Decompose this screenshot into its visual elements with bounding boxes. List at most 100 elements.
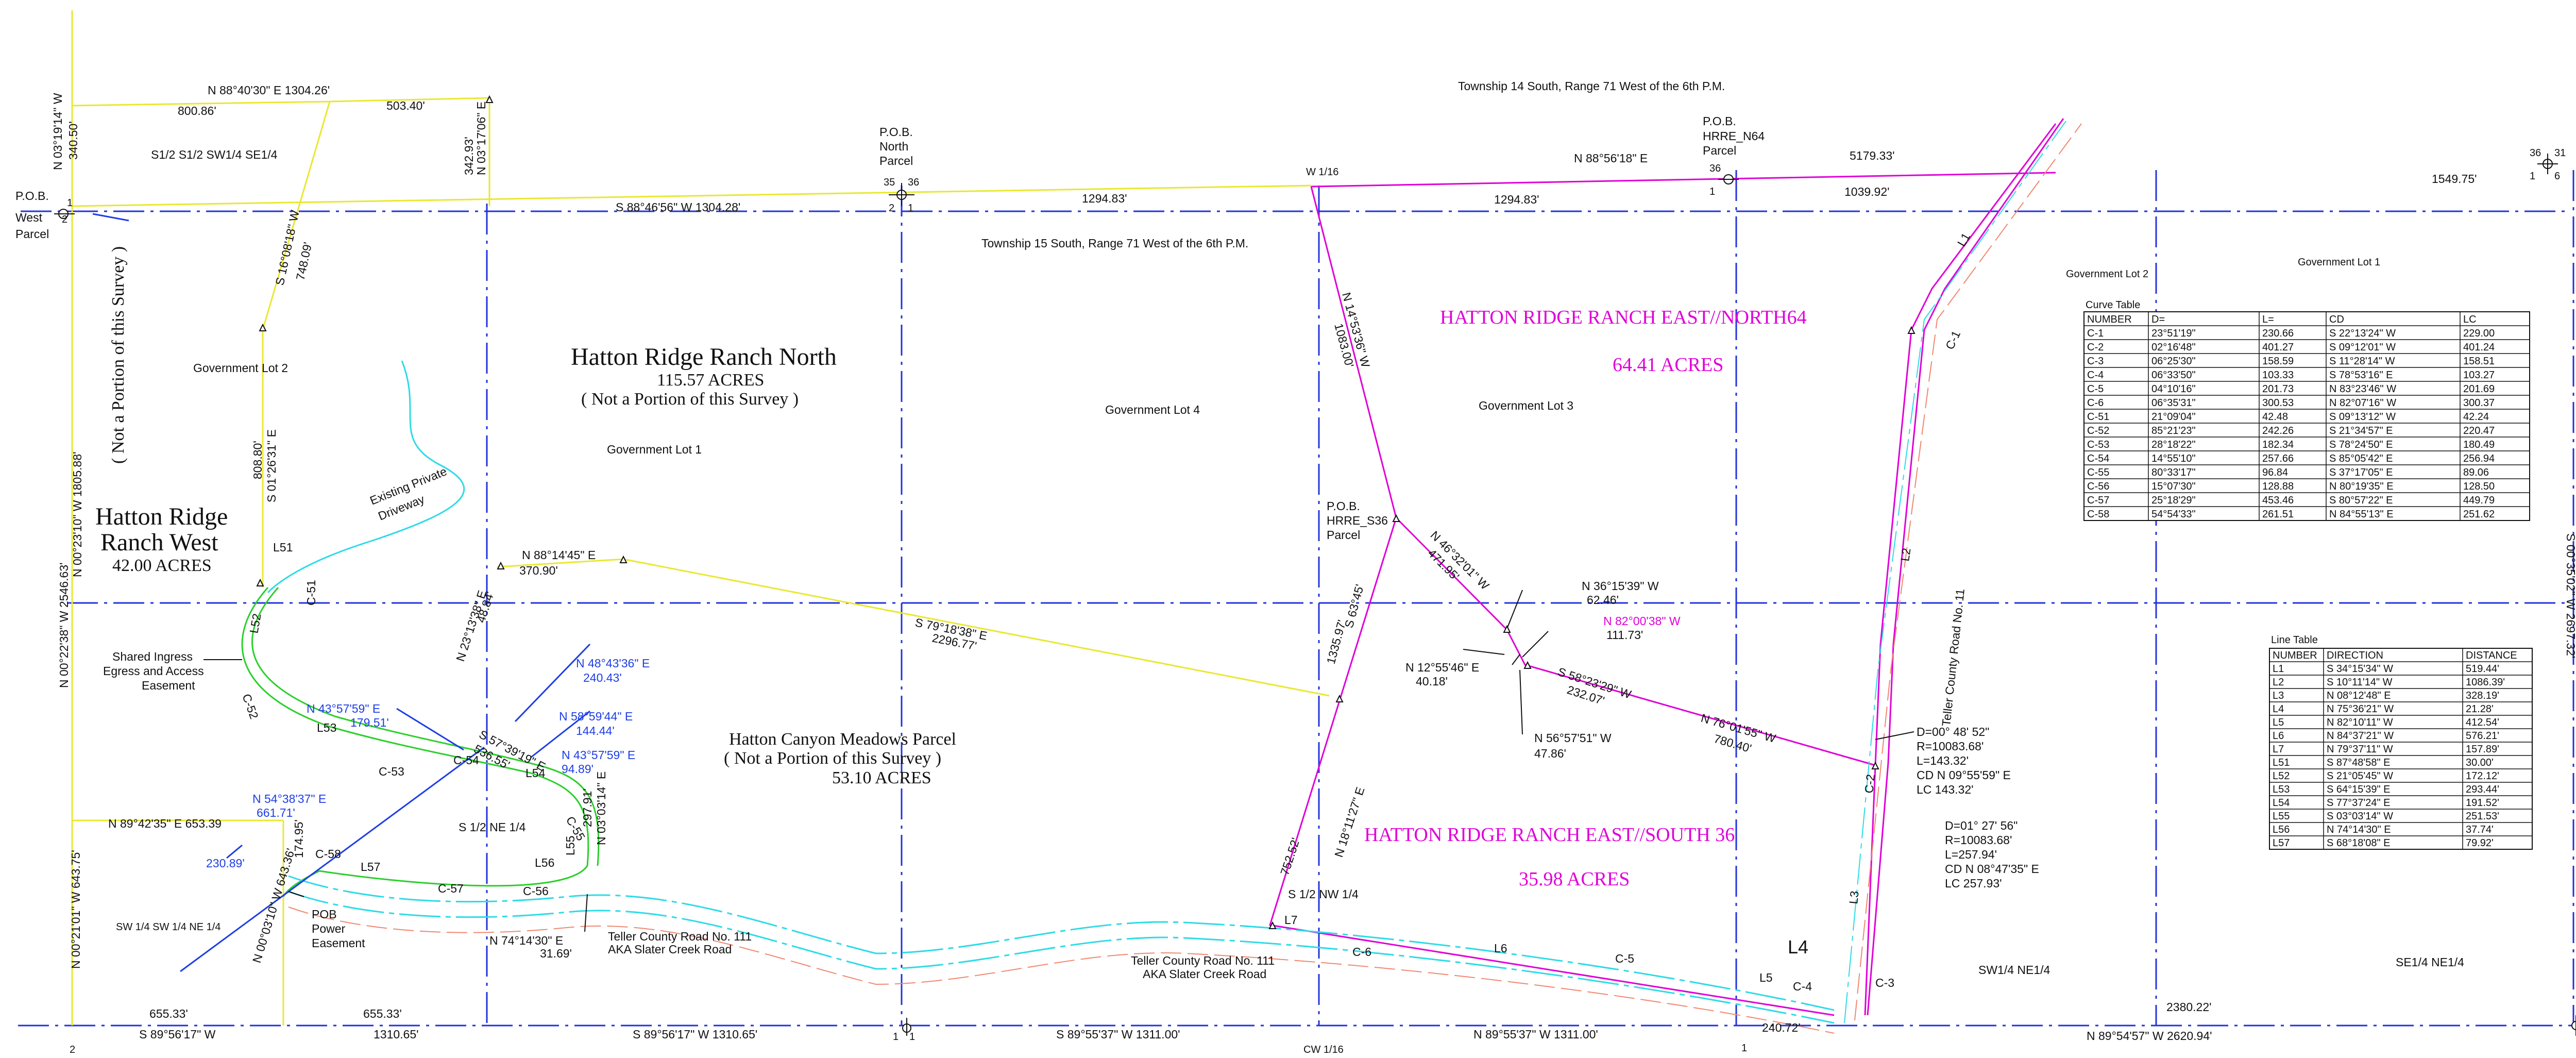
curve_table-cell: 103.27 (2463, 370, 2495, 381)
parcel-west-name-2: Ranch West (100, 529, 218, 556)
brg-n03-17d: 342.93' (462, 137, 476, 175)
line_table-cell: L55 (2273, 811, 2290, 822)
leader-lines (204, 590, 1914, 932)
corner-markers (54, 154, 2576, 1036)
brg-top-b: 800.86' (178, 104, 216, 117)
curve-note-2-e: LC 257.93' (1945, 877, 2002, 890)
township-south-label: Township 15 South, Range 71 West of the … (981, 237, 1248, 250)
curve_table-cell: S 09°12'01" W (2329, 342, 2396, 353)
line-label-l3: L3 (1846, 890, 1861, 904)
line_table-cell: 1086.39' (2466, 677, 2505, 688)
label-s12: S1/2 S1/2 SW1/4 SE1/4 (151, 148, 278, 161)
line-label-l56: L56 (535, 856, 554, 869)
parcel-canyon-acres: 53.10 ACRES (832, 768, 931, 787)
brg-n36: N 36°15'39" W (1582, 579, 1659, 593)
curve_table-cell: 453.46 (2262, 495, 2294, 506)
line_table-frame (2269, 648, 2533, 850)
line_table-cell: L53 (2273, 784, 2290, 795)
brg-n43bd: 94.89' (562, 762, 594, 776)
curve-label-c2: C-2 (1862, 774, 1877, 794)
curve_table-cell: N 84°55'13" E (2329, 509, 2394, 520)
line-label-l55: L55 (564, 836, 577, 855)
brg-n00-23: N 00°23'10" W 1805.88' (71, 451, 84, 577)
brg-bot10: N 89°54'57" W 2620.94' (2087, 1029, 2212, 1043)
curve_table-header-cell: NUMBER (2087, 314, 2132, 325)
line_table-cell: S 21°05'45" W (2327, 770, 2393, 782)
brg-bot5: S 89°56'17" W 1310.65' (633, 1028, 757, 1041)
brg-mid-c: 1294.83' (1494, 193, 1539, 206)
brg-n12d: 40.18' (1416, 675, 1448, 688)
easement-1: Shared Ingress (112, 650, 193, 663)
line_table-cell: 412.54' (2466, 717, 2499, 728)
brg-n36d: 62.46' (1587, 593, 1619, 607)
brg-n82: N 82°00'38" W (1603, 614, 1681, 628)
curve-label-c3: C-3 (1875, 976, 1894, 989)
curve_table-cell: 158.51 (2463, 356, 2495, 367)
curve_table-cell: 180.49 (2463, 439, 2495, 450)
brg-n43ad: 179.51' (350, 716, 389, 729)
line_table-header-cell: NUMBER (2273, 650, 2317, 661)
brg-top-c: 503.40' (386, 99, 425, 112)
brg-n58d: 144.44' (576, 724, 615, 737)
curve_table-cell: C-3 (2087, 356, 2104, 367)
curve_table-cell: 28°18'22" (2151, 439, 2196, 450)
parcel-canyon-note: ( Not a Portion of this Survey ) (724, 749, 941, 768)
brg-top-a: N 88°40'30" E 1304.26' (208, 83, 330, 97)
brg-n00-22: N 00°22'38" W 2546.63' (57, 562, 71, 688)
corner-num-13: 2 (70, 1044, 75, 1055)
dimension-arrows (92, 213, 591, 972)
line_table-cell: S 77°37'24" E (2327, 797, 2390, 809)
line_table-cell: L4 (2273, 703, 2284, 715)
curve_table-cell: C-5 (2087, 383, 2104, 395)
curve_table-cell: S 21°34'57" E (2329, 425, 2393, 436)
parcel-east-north64-name: HATTON RIDGE RANCH EAST//NORTH64 (1440, 307, 1807, 328)
curve-note-1-c: L=143.32' (1917, 754, 1969, 767)
pob-north-2: North (879, 140, 908, 153)
curve-label-c5: C-5 (1615, 952, 1634, 965)
brg-n03-03: N 03°03'14" E (595, 771, 608, 845)
curve_table-cell: 04°10'16" (2151, 383, 2196, 395)
pob-north-1: P.O.B. (879, 125, 913, 139)
curve_table-cell: 229.00 (2463, 328, 2495, 339)
brg-bot7: N 89°55'37" W 1311.00' (1473, 1028, 1598, 1041)
curve-label-c54: C-54 (453, 753, 479, 767)
label-gov-lot-1-right: Government Lot 1 (2298, 257, 2380, 268)
line_table-cell: 30.00' (2466, 757, 2494, 768)
line_table-cell: S 34°15'34" W (2327, 663, 2393, 675)
curve_table-cell: 251.62 (2463, 509, 2495, 520)
pob-power-2: Power (312, 922, 346, 935)
curve-note-2-b: R=10083.68' (1945, 833, 2012, 847)
brg-d174: 174.95' (292, 819, 306, 858)
monuments (256, 95, 1916, 929)
line_table-cell: 293.44' (2466, 784, 2499, 795)
corner-num-5: 2 (889, 203, 894, 214)
curve_table-cell: 401.24 (2463, 342, 2495, 353)
line_table-cell: N 08°12'48" E (2327, 690, 2391, 701)
curve_table-cell: 128.50 (2463, 481, 2495, 492)
brg-n43b: N 43°57'59" E (562, 748, 635, 762)
label-gov-lot-4: Government Lot 4 (1105, 403, 1200, 416)
brg-n88-56: N 88°56'18" E (1574, 152, 1648, 165)
parcel-north-note: ( Not a Portion of this Survey ) (581, 390, 799, 409)
label-s12-ne14: S 1/2 NE 1/4 (459, 820, 526, 834)
pob-s36-2: HRRE_S36 (1327, 514, 1388, 527)
brg-bot1: 655.33' (149, 1007, 188, 1020)
curve_table-cell: C-4 (2087, 370, 2104, 381)
township-north-label: Township 14 South, Range 71 West of the … (1458, 79, 1725, 93)
line-table: Line Table NUMBER DIRECTION DISTANCE L1 S 34… (2269, 634, 2533, 850)
curve-note-1-e: LC 143.32' (1917, 783, 1974, 796)
label-se14-ne14: SE1/4 NE1/4 (2396, 955, 2464, 969)
brg-mid-b: 1294.83' (1082, 192, 1127, 205)
brg-left-top: N 03°19'14" W (51, 93, 64, 170)
line_table-cell: 251.53' (2466, 811, 2499, 822)
brg-left-top-d: 340.50' (66, 121, 80, 160)
brg-n56: N 56°57'51" W (1534, 731, 1612, 745)
line-label-l7: L7 (1284, 913, 1298, 927)
brg-n54d: 661.71' (257, 806, 295, 819)
curve_table-cell: 300.53 (2262, 397, 2294, 409)
brg-n89-42: N 89°42'35" E 653.39 (108, 817, 222, 830)
parcel-east-south36-name: HATTON RIDGE RANCH EAST//SOUTH 36 (1364, 824, 1735, 846)
line-label-l51: L51 (273, 541, 293, 554)
label-gov-lot-1: Government Lot 1 (607, 443, 702, 456)
label-gov-lot-3: Government Lot 3 (1479, 399, 1573, 412)
